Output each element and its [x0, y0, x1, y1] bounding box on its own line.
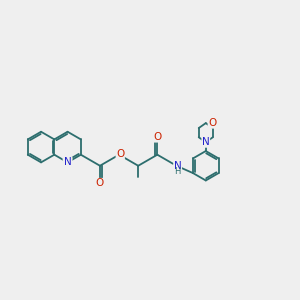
- Text: H: H: [174, 167, 181, 176]
- Text: N: N: [64, 158, 71, 167]
- Text: N: N: [174, 161, 182, 171]
- Text: O: O: [208, 118, 216, 128]
- Text: N: N: [202, 137, 210, 147]
- Text: O: O: [96, 178, 104, 188]
- Text: O: O: [116, 149, 124, 159]
- Text: O: O: [153, 132, 161, 142]
